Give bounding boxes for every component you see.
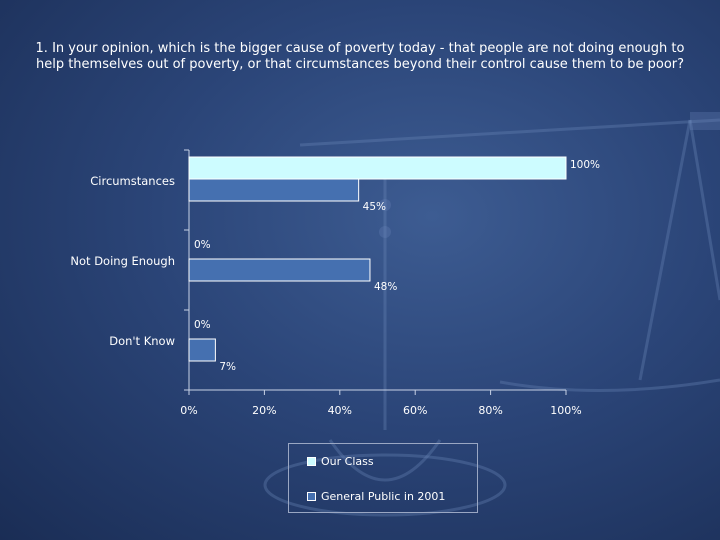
- x-tick-label: 80%: [478, 404, 502, 417]
- bar-our-class: [188, 156, 567, 180]
- category-label: Don't Know: [109, 334, 175, 348]
- legend-swatch-general-public: [307, 492, 316, 501]
- x-tick-label: 20%: [252, 404, 276, 417]
- category-label: Circumstances: [90, 174, 175, 188]
- chart-bars: [188, 156, 567, 362]
- data-label: 0%: [194, 239, 211, 251]
- data-label: 100%: [570, 159, 600, 171]
- x-tick-label: 40%: [328, 404, 352, 417]
- chart-legend: Our Class General Public in 2001: [288, 443, 478, 513]
- data-label: 7%: [219, 361, 236, 373]
- bar-general-public: [188, 338, 216, 362]
- chart-labels: Circumstances 100% 45% Not Doing Enough 0% 48…: [70, 159, 600, 373]
- legend-item-our-class: Our Class: [307, 455, 374, 468]
- bar-general-public: [188, 258, 371, 282]
- x-tick-label: 0%: [180, 404, 197, 417]
- chart-title: 1. In your opinion, which is the bigger …: [35, 41, 685, 72]
- legend-label-our-class: Our Class: [321, 455, 374, 468]
- category-label: Not Doing Enough: [70, 254, 175, 268]
- legend-swatch-our-class: [307, 457, 316, 466]
- x-tick-label: 60%: [403, 404, 427, 417]
- x-tick-label: 100%: [550, 404, 581, 417]
- legend-item-general-public: General Public in 2001: [307, 490, 445, 503]
- legend-label-general-public: General Public in 2001: [321, 490, 446, 503]
- data-label: 48%: [374, 281, 397, 293]
- bar-general-public: [188, 178, 360, 202]
- data-label: 0%: [194, 319, 211, 331]
- data-label: 45%: [363, 201, 386, 213]
